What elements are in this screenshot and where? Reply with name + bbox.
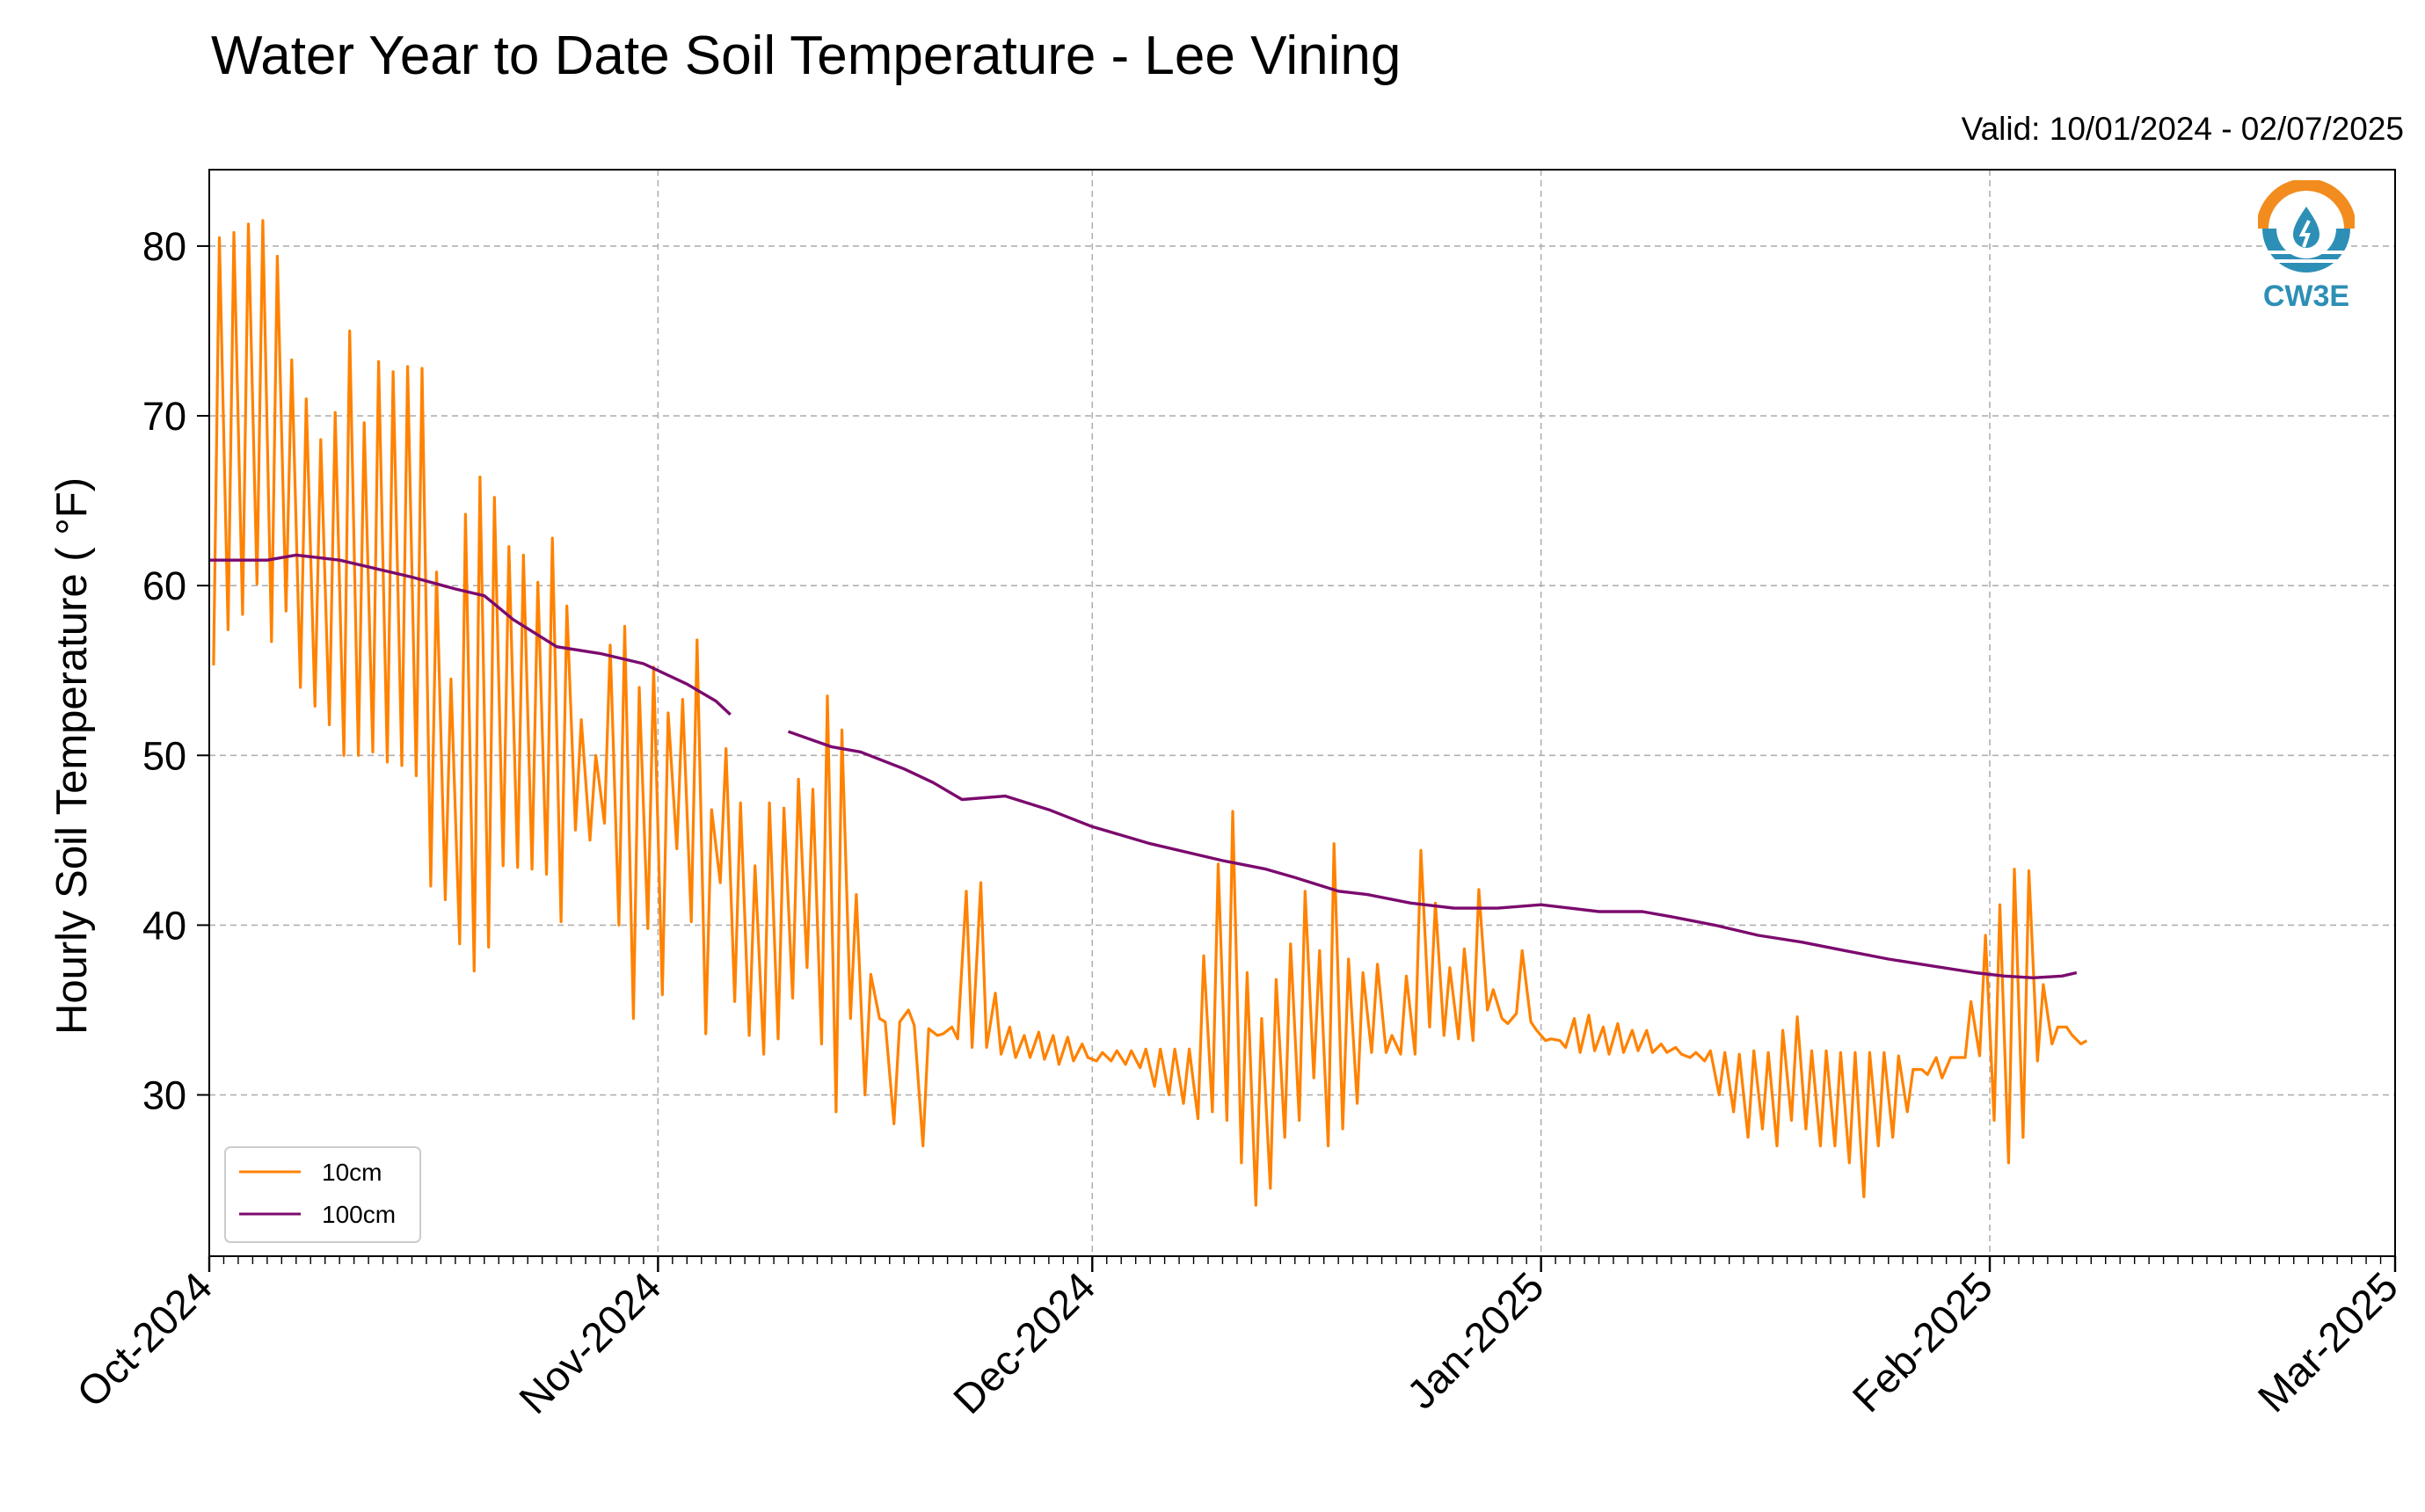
series-line-100cm bbox=[209, 553, 732, 716]
grid bbox=[208, 170, 2396, 1256]
y-tick-label: 50 bbox=[142, 733, 186, 778]
x-tick-label: Mar-2025 bbox=[2248, 1263, 2407, 1421]
x-tick-label: Jan-2025 bbox=[1398, 1263, 1553, 1418]
series-line-10cm bbox=[212, 219, 2088, 1207]
y-tick-label: 40 bbox=[142, 903, 186, 948]
legend-label-100cm: 100cm bbox=[322, 1201, 396, 1228]
series-line-100cm bbox=[787, 730, 2078, 980]
valid-date-range: Valid: 10/01/2024 - 02/07/2025 bbox=[1961, 111, 2404, 147]
y-tick-label: 80 bbox=[142, 224, 186, 269]
logo-text: CW3E bbox=[2262, 280, 2350, 313]
legend: 10cm 100cm bbox=[224, 1146, 421, 1243]
x-tick-label: Dec-2024 bbox=[944, 1263, 1104, 1423]
plot-frame bbox=[208, 169, 2396, 1257]
y-tick-label: 60 bbox=[142, 563, 186, 608]
ticks: 30 40 50 60 70 80 Oct-2024 Nov-2024 Dec-2024 Jan-… bbox=[68, 224, 2407, 1422]
x-tick-label: Oct-2024 bbox=[68, 1263, 221, 1416]
cw3e-logo: CW3E bbox=[2256, 178, 2356, 316]
chart-title: Water Year to Date Soil Temperature - Le… bbox=[211, 25, 1402, 86]
y-tick-label: 70 bbox=[142, 394, 186, 439]
x-tick-label: Feb-2025 bbox=[1843, 1263, 2001, 1421]
y-tick-label: 30 bbox=[142, 1073, 186, 1118]
series-layer bbox=[209, 219, 2088, 1207]
x-tick-label: Nov-2024 bbox=[510, 1263, 670, 1423]
legend-label-10cm: 10cm bbox=[322, 1159, 382, 1186]
cw3e-logo-icon bbox=[2256, 178, 2356, 273]
